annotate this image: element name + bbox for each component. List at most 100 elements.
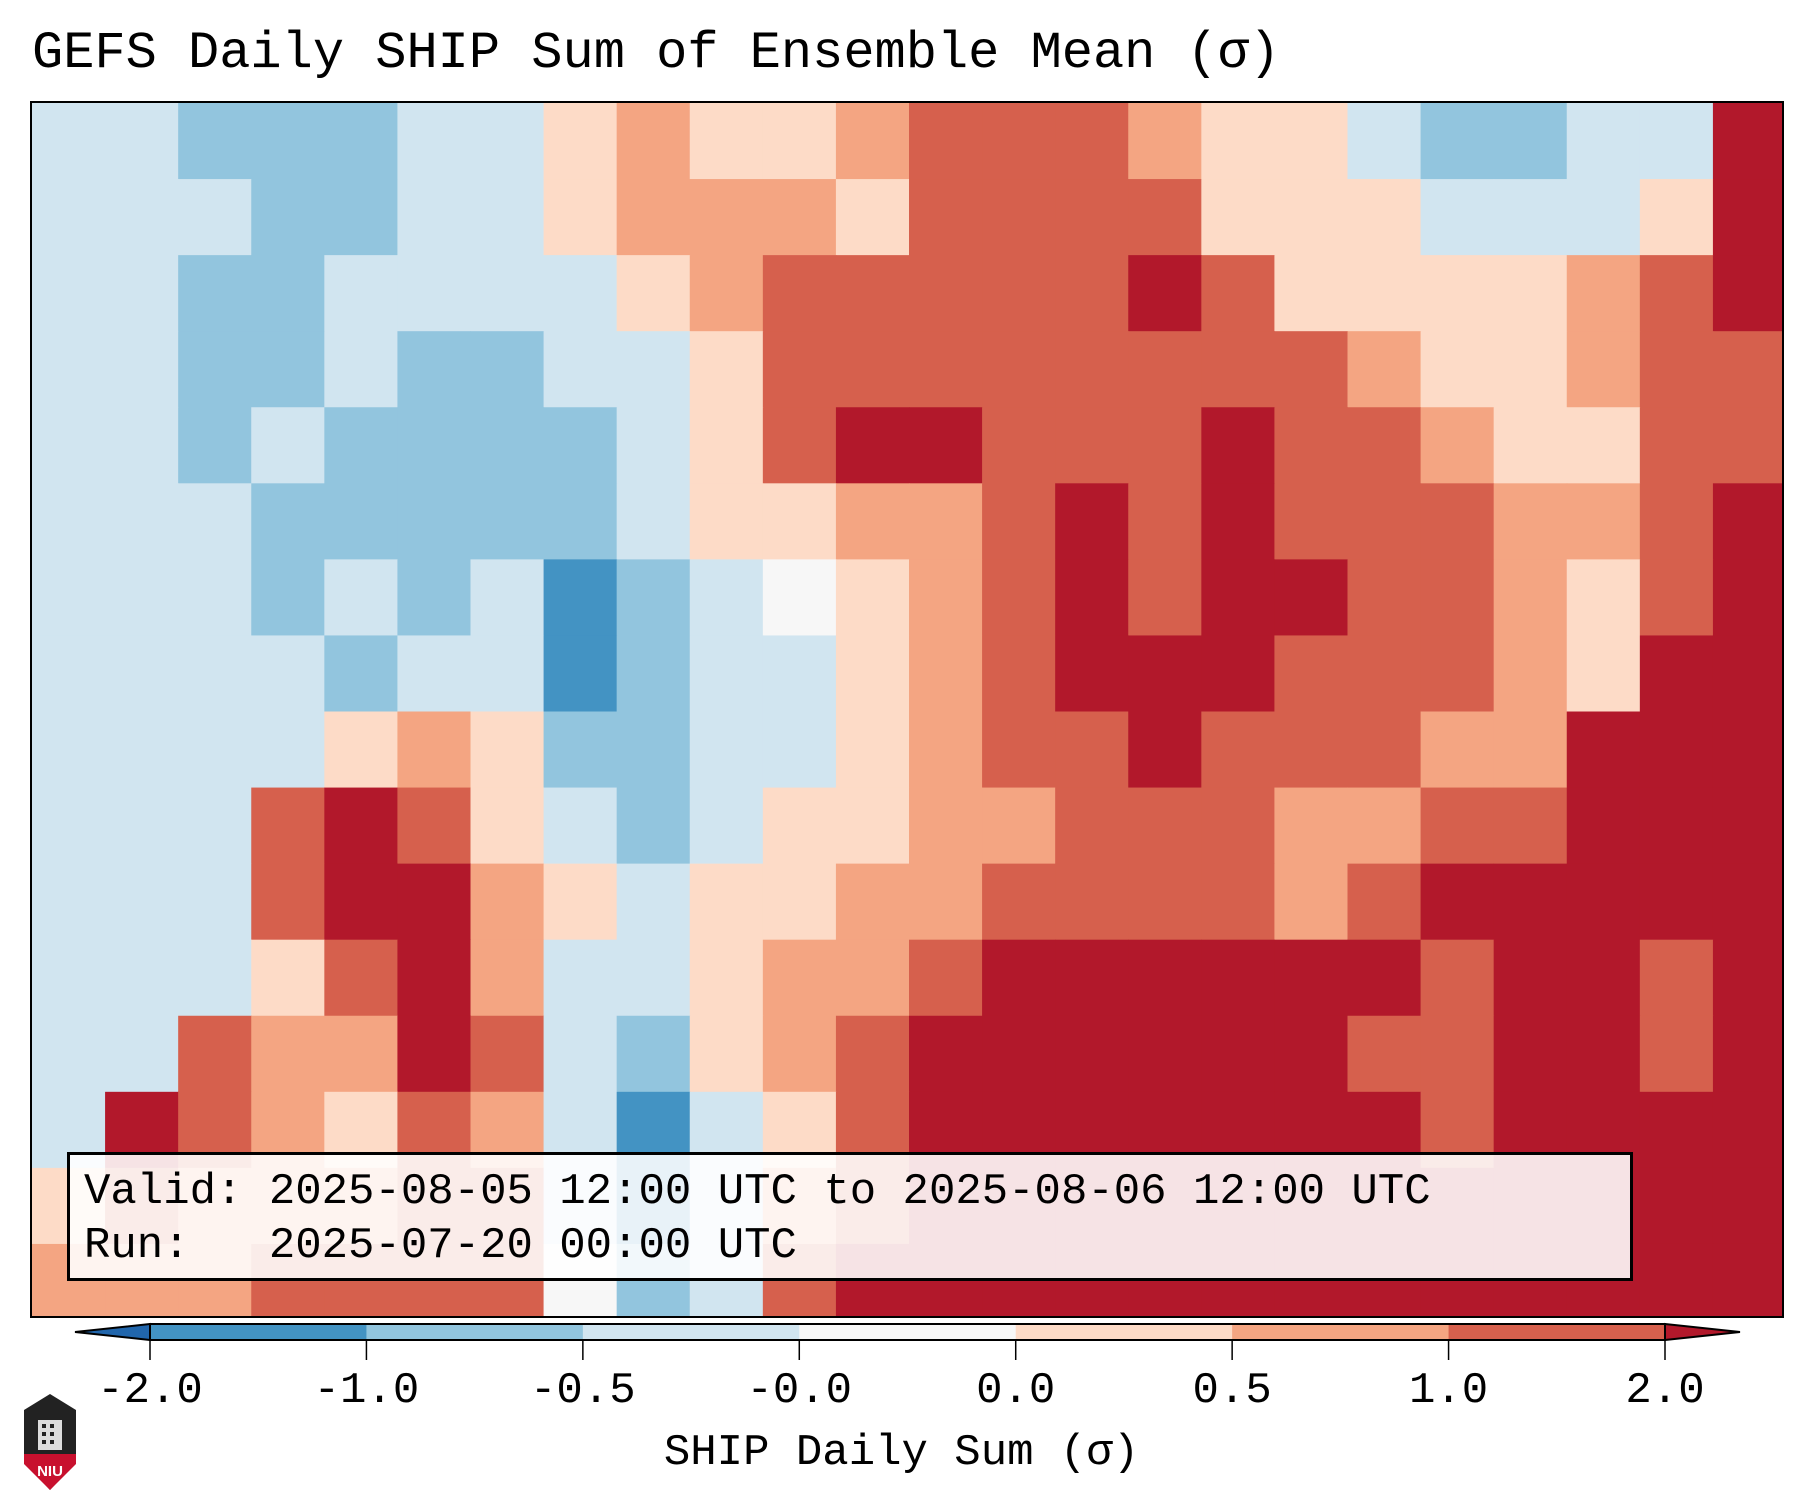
heatmap-cell [470,787,545,865]
heatmap-cell [689,635,764,712]
colorbar-tick-label: 2.0 [1625,1366,1705,1416]
heatmap-cell [178,939,252,1017]
colorbar-segment [150,1324,367,1340]
heatmap-cell [616,711,691,789]
heatmap-cell [543,407,618,484]
heatmap-cell [762,483,837,560]
heatmap-cell [324,1015,398,1093]
map-panel [30,101,1784,1318]
heatmap-cell [1493,483,1568,560]
heatmap-cell [982,331,1056,408]
heatmap-cell [1274,559,1348,636]
heatmap-cell [982,1015,1056,1093]
heatmap-cell [762,255,837,332]
heatmap-cell [251,483,325,560]
heatmap-cell [982,255,1056,332]
heatmap-cell [32,255,106,332]
heatmap-cell [1201,407,1275,484]
heatmap-cell [1347,103,1422,180]
heatmap-cell [32,483,106,560]
heatmap-cell [762,787,837,865]
heatmap-cell [1639,1015,1714,1093]
heatmap-cell [470,711,545,789]
heatmap-cell [1493,863,1568,941]
heatmap-cell [762,103,837,180]
heatmap-cell [470,483,545,560]
heatmap-cell [1420,939,1495,1017]
heatmap-cell [1274,939,1348,1017]
heatmap-cell [178,635,252,712]
heatmap-cell [1712,939,1782,1017]
heatmap-cell [909,483,983,560]
heatmap-cell [835,179,910,256]
heatmap-cell [1055,331,1129,408]
heatmap-cell [1639,787,1714,865]
heatmap-cell [1347,711,1422,789]
heatmap-cell [178,1015,252,1093]
heatmap-cell [909,331,983,408]
heatmap-cell [1201,787,1275,865]
heatmap-cell [1347,407,1422,484]
heatmap-cell [178,863,252,941]
heatmap-cell [397,939,471,1017]
heatmap-cell [982,787,1056,865]
colorbar-label: SHIP Daily Sum (σ) [663,1428,1140,1478]
heatmap-cell [1347,939,1422,1017]
heatmap-cell [178,787,252,865]
heatmap-cell [1420,635,1495,712]
chart-title: GEFS Daily SHIP Sum of Ensemble Mean (σ) [32,24,1281,83]
heatmap-cell [835,559,910,636]
heatmap-cell [1566,635,1641,712]
heatmap-cell [1712,179,1782,256]
heatmap-cell [32,939,106,1017]
heatmap-cell [1712,1091,1782,1169]
heatmap-cell [251,711,325,789]
heatmap-cell [1566,331,1641,408]
heatmap-cell [909,255,983,332]
heatmap-cell [1055,103,1129,180]
heatmap-cell [1347,635,1422,712]
heatmap-cell [32,559,106,636]
niu-logo: NIU [24,1394,76,1490]
heatmap-cell [1493,179,1568,256]
heatmap-cell [1055,559,1129,636]
heatmap-cell [1347,863,1422,941]
heatmap-cell [1566,787,1641,865]
heatmap-cell [1712,559,1782,636]
colorbar-tick-label: 0.0 [976,1366,1056,1416]
heatmap-cell [689,711,764,789]
heatmap-cell [105,1015,179,1093]
heatmap-cell [1420,1015,1495,1093]
colorbar-outline [149,1323,1666,1341]
heatmap-cell [1712,787,1782,865]
heatmap-cell [1128,483,1202,560]
heatmap-cell [251,939,325,1017]
heatmap-cell [1055,635,1129,712]
heatmap-cell [178,331,252,408]
heatmap-cell [1712,1167,1782,1245]
heatmap-cell [1639,103,1714,180]
heatmap-cell [1639,331,1714,408]
colorbar [74,1322,1741,1360]
heatmap-cell [1128,331,1202,408]
heatmap-cell [543,559,618,636]
heatmap-cell [1566,255,1641,332]
heatmap-cell [397,711,471,789]
heatmap-cell [1712,483,1782,560]
heatmap-cell [616,407,691,484]
heatmap-cell [105,863,179,941]
heatmap-cell [1712,1015,1782,1093]
heatmap-cell [251,1015,325,1093]
heatmap-cell [1639,1167,1714,1245]
heatmap-cell [105,331,179,408]
heatmap-cell [1420,407,1495,484]
heatmap-cell [1055,863,1129,941]
heatmap-cell [616,559,691,636]
heatmap-cell [178,179,252,256]
heatmap-cell [1566,711,1641,789]
heatmap-cell [105,407,179,484]
heatmap-cell [1201,331,1275,408]
heatmap-cell [1712,103,1782,180]
colorbar-segment [366,1324,584,1340]
heatmap-cell [689,331,764,408]
